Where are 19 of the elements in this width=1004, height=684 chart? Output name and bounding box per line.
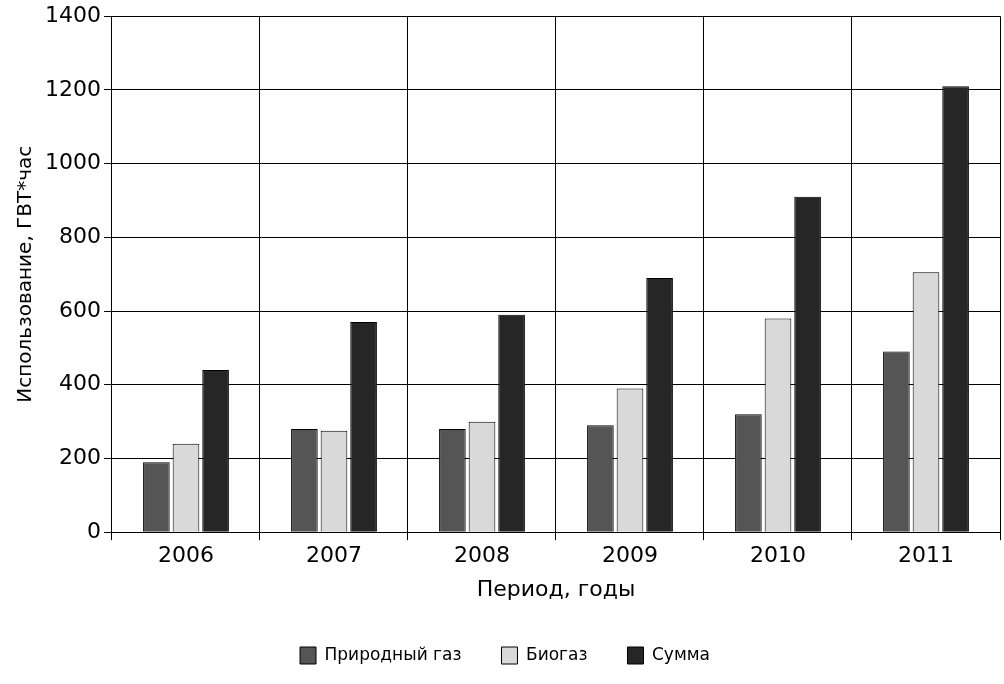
- y-tick-label: 1200: [44, 75, 101, 101]
- x-tick-label: 2009: [602, 542, 658, 568]
- y-axis-title: Использование, ГВТ*час: [12, 145, 37, 403]
- y-tick-label: 600: [58, 296, 101, 322]
- x-tick-label: 2011: [898, 542, 954, 568]
- x-tick-label: 2010: [750, 542, 806, 568]
- y-tick-label: 800: [58, 223, 101, 249]
- x-tick-label: 2008: [453, 542, 510, 568]
- y-tick-label: 400: [58, 370, 101, 396]
- y-tick-label: 1000: [44, 149, 101, 175]
- y-tick-label: 0: [86, 517, 101, 543]
- x-tick-label: 2006: [157, 542, 214, 568]
- y-tick-label: 1400: [44, 1, 101, 27]
- legend-label: Природный газ: [324, 643, 462, 664]
- y-tick-label: 200: [58, 444, 101, 470]
- legend-label: Биогаз: [525, 643, 588, 664]
- legend-label: Сумма: [651, 643, 710, 664]
- x-tick-label: 2007: [305, 542, 362, 568]
- x-axis-title: Период, годы: [476, 575, 636, 601]
